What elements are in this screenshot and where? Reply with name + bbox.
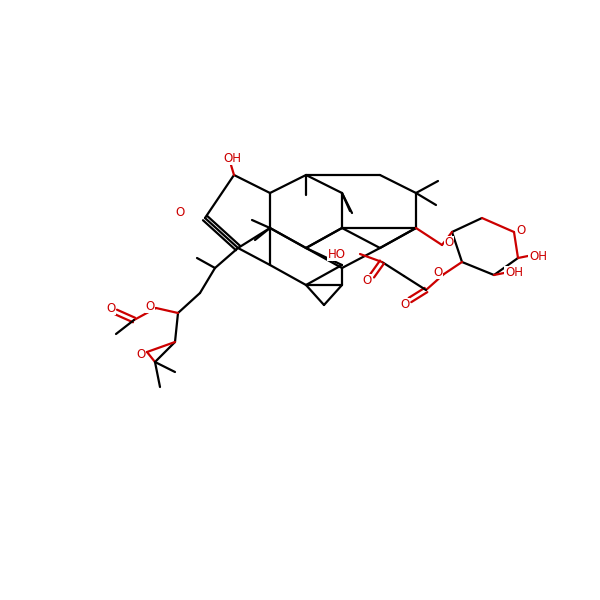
Text: O: O <box>106 301 116 314</box>
Text: O: O <box>517 223 526 236</box>
Text: O: O <box>445 236 454 250</box>
Text: O: O <box>175 206 185 220</box>
Text: O: O <box>400 298 410 311</box>
Text: HO: HO <box>328 247 346 260</box>
Text: O: O <box>145 299 155 313</box>
Text: OH: OH <box>223 151 241 164</box>
Text: O: O <box>362 275 371 287</box>
Text: OH: OH <box>529 250 547 263</box>
Text: O: O <box>433 265 443 278</box>
Text: O: O <box>136 347 146 361</box>
Text: OH: OH <box>505 266 523 280</box>
